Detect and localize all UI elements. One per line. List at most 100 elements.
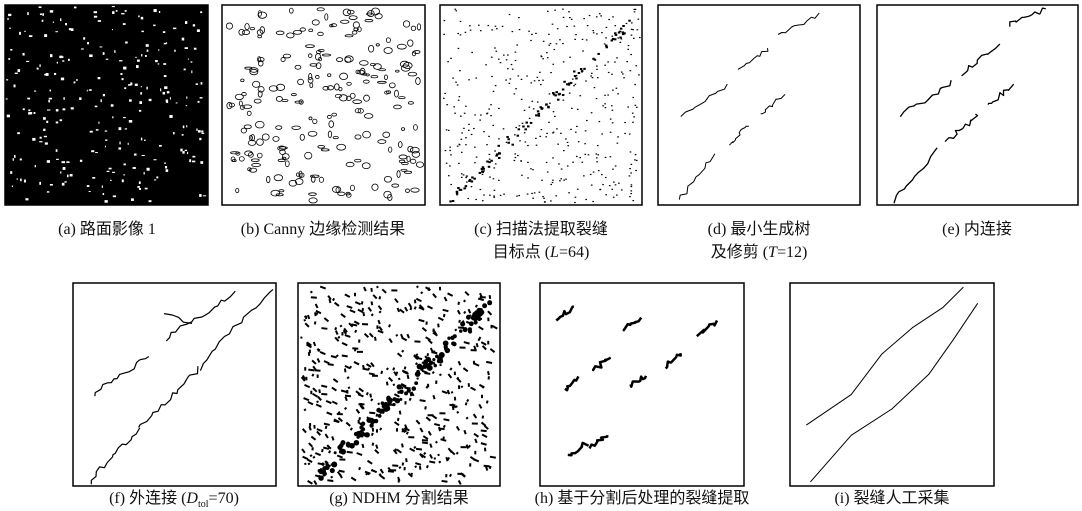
target-point	[617, 37, 619, 38]
target-point	[482, 174, 484, 175]
target-point	[554, 116, 556, 117]
panel-image	[222, 5, 425, 205]
target-point	[471, 52, 473, 53]
speck	[20, 179, 22, 182]
segment-blob	[359, 467, 360, 470]
segment-blob	[443, 437, 444, 440]
speck	[55, 31, 58, 32]
segment-blob	[427, 465, 428, 468]
speck	[112, 6, 115, 7]
target-point	[527, 145, 529, 146]
panel-caption: (c) 扫描法提取裂缝目标点 (L=64)	[421, 218, 661, 264]
target-point	[630, 151, 632, 152]
target-point	[490, 104, 492, 105]
segment-blob	[432, 358, 435, 361]
speck	[123, 164, 125, 166]
segment-blob	[380, 428, 381, 430]
target-point	[531, 193, 533, 194]
segment-blob	[340, 444, 343, 447]
target-point	[604, 103, 606, 104]
speck	[164, 86, 167, 89]
target-point	[498, 152, 501, 154]
segment-blob	[440, 365, 442, 366]
target-point	[460, 21, 462, 22]
target-point	[540, 84, 542, 85]
target-point	[515, 52, 517, 53]
target-point	[585, 130, 587, 131]
speck	[118, 147, 121, 149]
target-point	[593, 32, 595, 33]
target-point	[630, 190, 632, 191]
target-point	[482, 200, 484, 201]
speck	[101, 99, 102, 102]
panel-caption: (a) 路面影像 1	[0, 218, 227, 241]
target-point	[521, 99, 523, 100]
caption-text: 目标点 (	[493, 244, 550, 261]
speck	[149, 200, 152, 202]
segment-blob	[345, 396, 351, 397]
segment-blob	[399, 398, 402, 401]
segment-blob	[387, 368, 389, 370]
speck	[186, 96, 187, 98]
target-point	[601, 174, 603, 175]
target-point	[548, 122, 550, 123]
segment-blob	[486, 467, 487, 471]
target-point	[505, 79, 507, 80]
speck	[54, 73, 56, 75]
target-point	[596, 66, 598, 67]
speck	[200, 11, 202, 13]
target-point	[577, 109, 579, 110]
segment-blob	[444, 425, 445, 427]
target-point	[525, 122, 528, 124]
target-point	[507, 138, 510, 140]
segment-blob	[439, 352, 445, 358]
target-point	[575, 77, 578, 79]
target-point	[605, 194, 607, 195]
caption-text: 及修剪 (	[711, 244, 768, 261]
target-point	[457, 33, 459, 34]
target-point	[460, 34, 462, 35]
speck	[105, 139, 107, 140]
segment-blob	[410, 398, 411, 401]
panel-bg	[440, 5, 642, 205]
target-point	[629, 133, 631, 134]
segment-blob	[362, 369, 368, 370]
panel-caption: (i) 裂缝人工采集	[772, 487, 1012, 510]
speck	[154, 159, 157, 160]
segment-blob	[473, 316, 478, 321]
segment-blob	[416, 363, 418, 365]
target-point	[509, 14, 511, 15]
speck	[94, 16, 97, 18]
segment-blob	[322, 466, 326, 470]
segment-blob	[451, 392, 453, 393]
speck	[106, 59, 109, 60]
target-point	[573, 70, 576, 72]
target-point	[450, 58, 452, 59]
target-point	[579, 157, 581, 158]
segment-blob	[321, 328, 327, 329]
target-point	[555, 91, 558, 93]
speck	[147, 50, 149, 52]
segment-blob	[469, 321, 474, 326]
speck	[87, 185, 90, 187]
target-point	[622, 25, 625, 27]
segment-blob	[376, 414, 377, 417]
segment-blob	[372, 433, 373, 436]
target-point	[569, 57, 571, 58]
segment-blob	[477, 343, 478, 347]
speck	[89, 54, 92, 57]
caption-line: (d) 最小生成树	[639, 218, 879, 241]
panel-bg	[877, 5, 1078, 205]
target-point	[606, 46, 609, 48]
speck	[119, 127, 122, 130]
target-point	[571, 108, 573, 109]
target-point	[498, 108, 500, 109]
speck	[27, 12, 29, 15]
speck	[137, 60, 140, 62]
speck	[119, 60, 122, 61]
target-point	[565, 138, 567, 139]
segment-blob	[362, 301, 363, 304]
segment-blob	[447, 337, 450, 340]
segment-blob	[439, 427, 440, 431]
target-point	[609, 185, 611, 186]
